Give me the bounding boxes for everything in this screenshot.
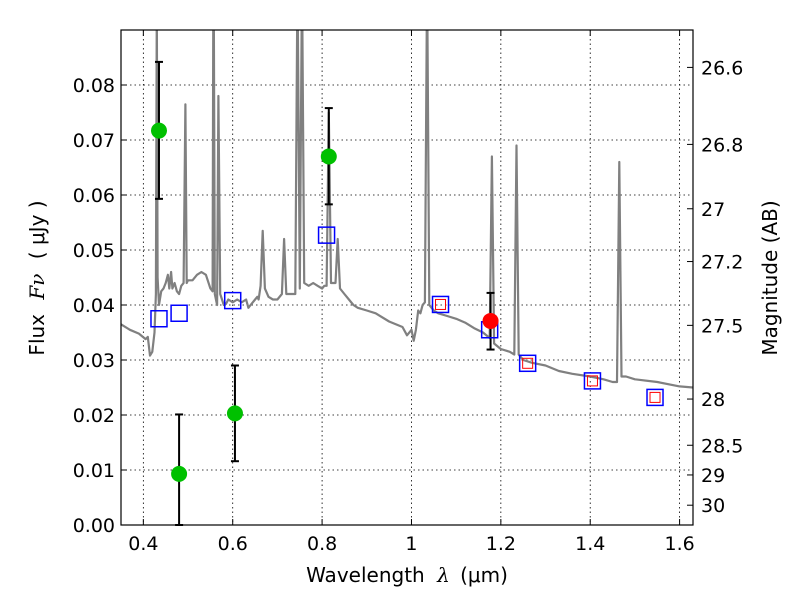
observed-flux-point — [150, 122, 167, 139]
y-tick-label: 0.08 — [73, 75, 115, 97]
y-axis-title: Flux Fν ( μJy ) — [25, 200, 49, 355]
y-tick-label: 0.02 — [73, 405, 115, 427]
model-photometry-box — [223, 291, 242, 310]
spectrum-line — [121, 30, 693, 389]
mag-tick-label: 29 — [701, 465, 725, 487]
y-tick-label: 0.01 — [73, 460, 115, 482]
y2-axis-title: Magnitude (AB) — [758, 200, 782, 355]
mag-tick-label: 27.2 — [701, 252, 743, 274]
x-tick-label: 0.4 — [128, 533, 158, 555]
model-photometry-inner-box — [435, 298, 447, 310]
spectrum-layer — [121, 30, 693, 389]
model-photometry-box — [317, 226, 336, 244]
tick-layer: 0.4 0.6 0.8 1 1.2 1.4 1.6 0.00 0.01 0.02 0.03 0.04 0… — [73, 30, 743, 555]
model-photometry-inner-box — [586, 375, 598, 387]
plot-frame — [120, 29, 694, 526]
errorbar-layer — [154, 60, 495, 526]
x-tick-label: 0.8 — [307, 533, 337, 555]
x-tick-label: 1.4 — [575, 533, 605, 555]
model-photometry-box — [518, 354, 537, 373]
model-photometry-box — [646, 388, 664, 407]
mag-tick-label: 27.5 — [701, 315, 743, 337]
observed-flux-point — [226, 405, 243, 422]
marker-layer — [150, 122, 664, 482]
x-tick-label: 1 — [405, 533, 417, 555]
observed-flux-point — [320, 148, 337, 165]
model-photometry-inner-box — [649, 391, 661, 403]
mag-tick-label: 27 — [701, 199, 725, 221]
x-axis-title: Wavelength λ (μm) — [306, 563, 508, 587]
x-tick-label: 1.2 — [486, 533, 516, 555]
y-tick-label: 0.03 — [73, 350, 115, 372]
mag-tick-label: 30 — [701, 495, 725, 517]
y-tick-label: 0.06 — [73, 185, 115, 207]
mag-tick-label: 28.5 — [701, 435, 743, 457]
observed-flux-point — [171, 465, 188, 482]
model-photometry-inner-box — [522, 357, 534, 369]
model-photometry-box — [170, 304, 188, 322]
observed-flux-point — [482, 312, 499, 329]
mag-tick-label: 28 — [701, 389, 725, 411]
mag-tick-label: 26.6 — [701, 57, 743, 79]
y-tick-label: 0.07 — [73, 130, 115, 152]
y-tick-label: 0.00 — [73, 515, 115, 537]
y-tick-label: 0.05 — [73, 240, 115, 262]
model-photometry-box — [150, 310, 168, 328]
mag-tick-label: 26.8 — [701, 134, 743, 156]
x-tick-label: 0.6 — [218, 533, 248, 555]
model-photometry-box — [583, 372, 602, 390]
x-tick-label: 1.6 — [664, 533, 694, 555]
model-photometry-box — [431, 295, 450, 314]
y-tick-label: 0.04 — [73, 295, 115, 317]
